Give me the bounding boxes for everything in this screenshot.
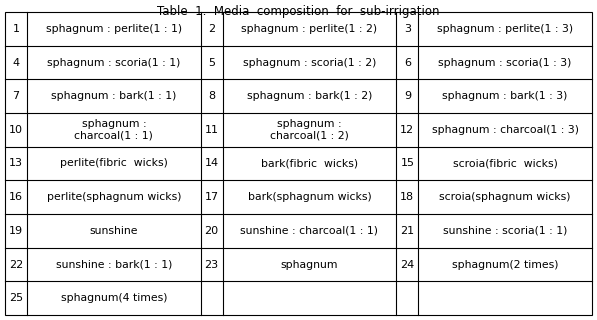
Text: 11: 11 xyxy=(205,125,219,135)
Text: sphagnum : perlite(1 : 2): sphagnum : perlite(1 : 2) xyxy=(241,24,377,34)
Text: sphagnum : perlite(1 : 3): sphagnum : perlite(1 : 3) xyxy=(437,24,573,34)
Text: 24: 24 xyxy=(400,260,414,269)
Text: perlite(fibric  wicks): perlite(fibric wicks) xyxy=(60,158,168,169)
Text: 25: 25 xyxy=(9,293,23,303)
Text: scroia(fibric  wicks): scroia(fibric wicks) xyxy=(453,158,558,169)
Text: 9: 9 xyxy=(404,91,411,101)
Text: 19: 19 xyxy=(9,226,23,236)
Text: 6: 6 xyxy=(404,58,411,68)
Text: 3: 3 xyxy=(404,24,411,34)
Text: sunshine : charcoal(1 : 1): sunshine : charcoal(1 : 1) xyxy=(241,226,378,236)
Text: 18: 18 xyxy=(400,192,414,202)
Text: sphagnum(4 times): sphagnum(4 times) xyxy=(60,293,167,303)
Text: 8: 8 xyxy=(208,91,216,101)
Text: sphagnum : scoria(1 : 3): sphagnum : scoria(1 : 3) xyxy=(438,58,572,68)
Text: 20: 20 xyxy=(205,226,219,236)
Text: 21: 21 xyxy=(400,226,414,236)
Text: sphagnum : perlite(1 : 1): sphagnum : perlite(1 : 1) xyxy=(46,24,182,34)
Text: 16: 16 xyxy=(9,192,23,202)
Text: sphagnum : bark(1 : 3): sphagnum : bark(1 : 3) xyxy=(442,91,568,101)
Text: sphagnum : scoria(1 : 1): sphagnum : scoria(1 : 1) xyxy=(47,58,180,68)
Text: sunshine : bark(1 : 1): sunshine : bark(1 : 1) xyxy=(56,260,172,269)
Text: 17: 17 xyxy=(205,192,219,202)
Text: sphagnum :
charcoal(1 : 2): sphagnum : charcoal(1 : 2) xyxy=(270,119,349,140)
Text: sphagnum : bark(1 : 1): sphagnum : bark(1 : 1) xyxy=(51,91,177,101)
Text: perlite(sphagnum wicks): perlite(sphagnum wicks) xyxy=(47,192,181,202)
Text: 4: 4 xyxy=(13,58,20,68)
Text: sunshine : scoria(1 : 1): sunshine : scoria(1 : 1) xyxy=(443,226,567,236)
Text: 14: 14 xyxy=(205,158,219,169)
Text: sphagnum :
charcoal(1 : 1): sphagnum : charcoal(1 : 1) xyxy=(75,119,153,140)
Text: sphagnum : charcoal(1 : 3): sphagnum : charcoal(1 : 3) xyxy=(432,125,578,135)
Text: sphagnum : bark(1 : 2): sphagnum : bark(1 : 2) xyxy=(247,91,372,101)
Text: 7: 7 xyxy=(13,91,20,101)
Text: 10: 10 xyxy=(9,125,23,135)
Text: 22: 22 xyxy=(9,260,23,269)
Text: 12: 12 xyxy=(400,125,414,135)
Text: 13: 13 xyxy=(9,158,23,169)
Text: 5: 5 xyxy=(208,58,215,68)
Text: sunshine: sunshine xyxy=(90,226,138,236)
Text: 2: 2 xyxy=(208,24,216,34)
Text: 15: 15 xyxy=(401,158,414,169)
Text: sphagnum(2 times): sphagnum(2 times) xyxy=(452,260,558,269)
Text: Table  1.  Media  composition  for  sub-irrigation: Table 1. Media composition for sub-irrig… xyxy=(157,5,440,18)
Text: bark(fibric  wicks): bark(fibric wicks) xyxy=(261,158,358,169)
Text: bark(sphagnum wicks): bark(sphagnum wicks) xyxy=(248,192,371,202)
Text: 1: 1 xyxy=(13,24,20,34)
Text: scroia(sphagnum wicks): scroia(sphagnum wicks) xyxy=(439,192,571,202)
Text: 23: 23 xyxy=(205,260,219,269)
Text: sphagnum: sphagnum xyxy=(281,260,338,269)
Text: sphagnum : scoria(1 : 2): sphagnum : scoria(1 : 2) xyxy=(243,58,376,68)
